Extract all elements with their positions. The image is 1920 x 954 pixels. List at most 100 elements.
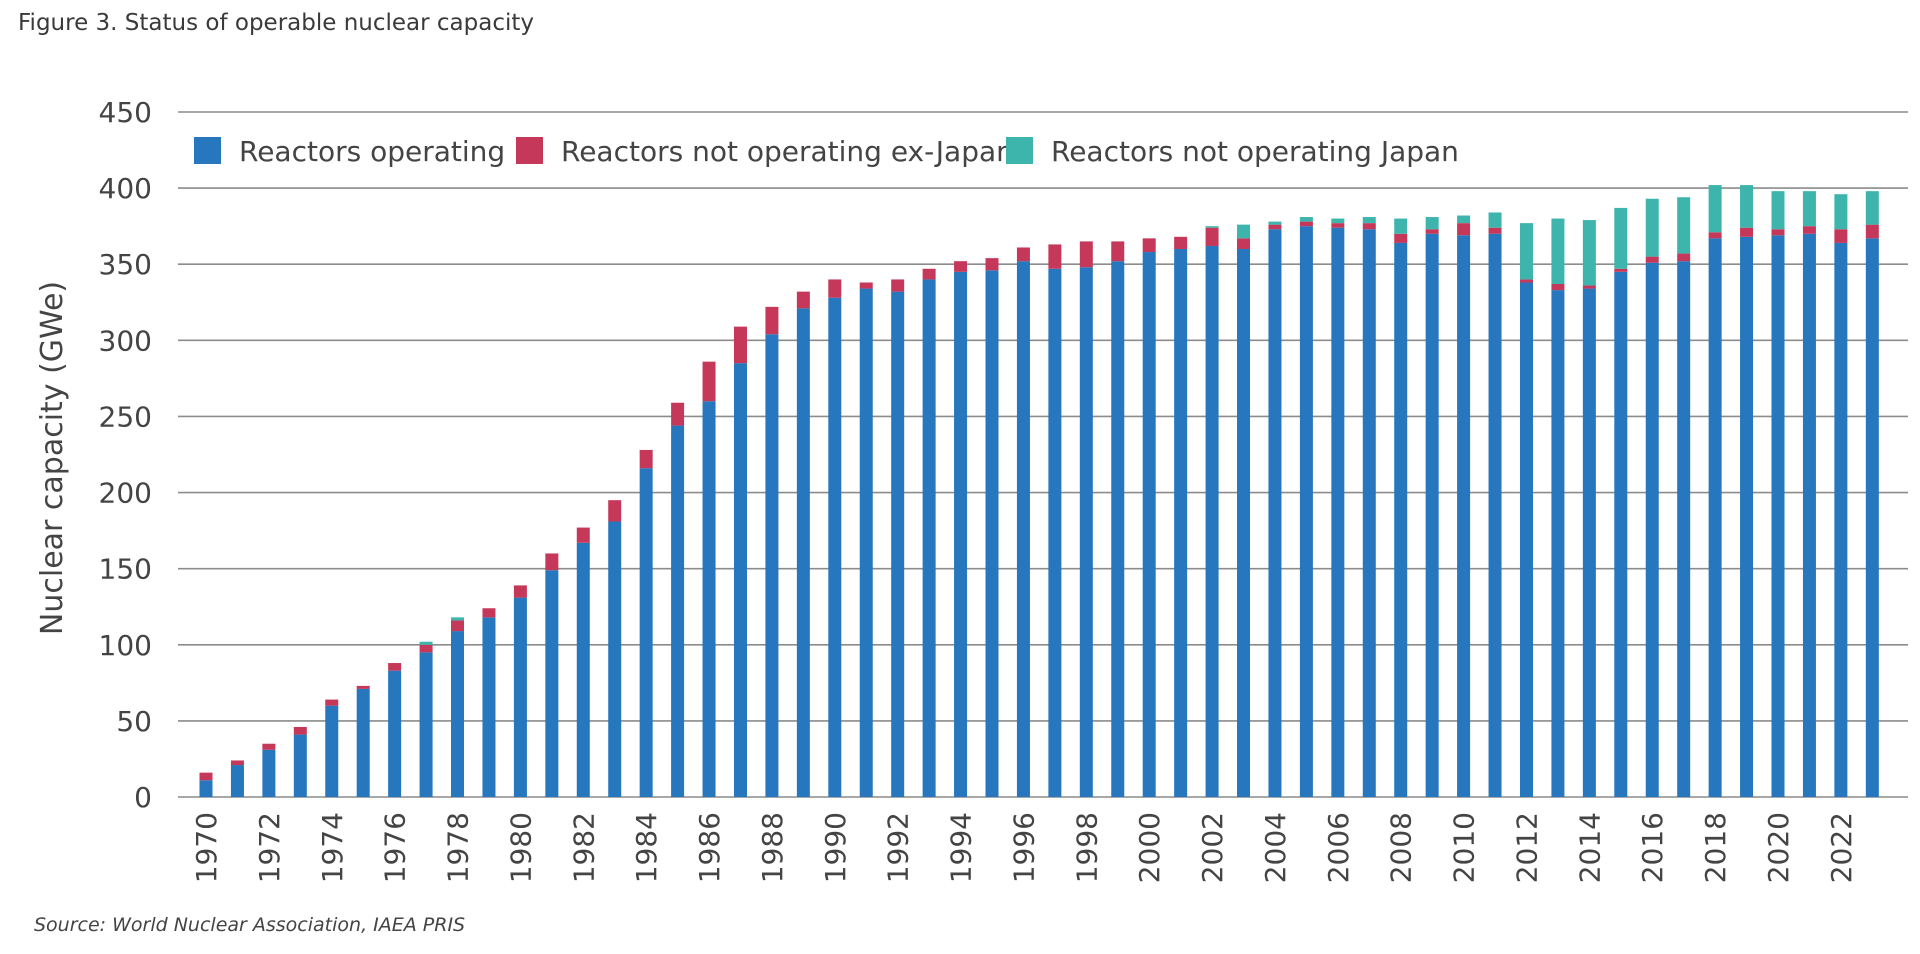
bar-2023-series-2 <box>1865 224 1879 239</box>
bar-2023-series-3 <box>1865 191 1879 225</box>
bar-1993-series-1 <box>922 279 936 797</box>
bar-1978-series-2 <box>451 620 465 632</box>
x-tick-label: 1976 <box>379 812 412 883</box>
bar-2020-series-1 <box>1771 235 1785 798</box>
y-tick-label: 50 <box>116 705 152 738</box>
bar-1972-series-1 <box>262 749 276 797</box>
bar-2016-series-3 <box>1645 198 1659 257</box>
x-tick-label: 1988 <box>756 812 789 883</box>
legend-swatch-1 <box>194 137 221 164</box>
bar-1995-series-2 <box>985 258 999 271</box>
bar-2011-series-2 <box>1488 227 1502 234</box>
bar-1993-series-2 <box>922 268 936 280</box>
bar-2016-series-1 <box>1645 262 1659 797</box>
bar-2005-series-1 <box>1299 226 1313 797</box>
bar-1972-series-2 <box>262 743 276 750</box>
bar-2009-series-1 <box>1425 233 1439 797</box>
legend-swatch-3 <box>1006 137 1033 164</box>
bar-1984-series-1 <box>639 468 653 797</box>
bar-2005-series-3 <box>1299 217 1313 222</box>
x-tick-label: 2006 <box>1322 812 1355 883</box>
bar-2008-series-1 <box>1394 242 1408 797</box>
y-axis-label: Nuclear capacity (GWe) <box>35 281 70 635</box>
bar-2013-series-3 <box>1551 218 1565 285</box>
bar-2019-series-3 <box>1740 185 1754 228</box>
bar-2013-series-2 <box>1551 284 1565 291</box>
bar-2022-series-2 <box>1834 229 1848 243</box>
x-tick-label: 1996 <box>1007 812 1040 883</box>
bar-2015-series-3 <box>1614 207 1628 269</box>
x-tick-label: 1978 <box>442 812 475 883</box>
bar-1974-series-1 <box>325 705 339 797</box>
bar-1978-series-3 <box>451 617 465 621</box>
bar-2007-series-2 <box>1362 223 1376 230</box>
bar-1992-series-2 <box>891 279 905 292</box>
bar-1976-series-2 <box>388 663 402 671</box>
x-tick-label: 2010 <box>1448 812 1481 883</box>
x-tick-label: 2008 <box>1385 812 1418 883</box>
bar-2003-series-3 <box>1237 224 1251 239</box>
bar-1990-series-1 <box>828 297 842 797</box>
x-tick-label: 1982 <box>567 812 600 883</box>
y-tick-label: 0 <box>134 781 152 814</box>
source-note: Source: World Nuclear Association, IAEA … <box>34 914 466 936</box>
bar-1978-series-1 <box>451 631 465 797</box>
bar-2019-series-1 <box>1740 236 1754 798</box>
bar-2023-series-1 <box>1865 238 1879 797</box>
bar-1977-series-1 <box>419 652 433 797</box>
bar-1973-series-1 <box>293 734 307 797</box>
x-tick-label: 1980 <box>504 812 537 883</box>
bar-1970-series-1 <box>199 780 213 797</box>
bar-2021-series-2 <box>1802 226 1816 234</box>
x-tick-label: 1994 <box>945 812 978 883</box>
legend: Reactors operating Reactors not operating… <box>194 135 1459 168</box>
bar-1998-series-1 <box>1079 267 1093 797</box>
bar-1977-series-2 <box>419 644 433 653</box>
bar-1977-series-3 <box>419 641 433 645</box>
x-tick-label: 2014 <box>1573 812 1606 883</box>
x-tick-label: 2000 <box>1133 812 1166 883</box>
x-tick-label: 1970 <box>190 812 223 883</box>
bar-1981-series-2 <box>545 553 559 571</box>
y-tick-label: 400 <box>99 172 152 205</box>
bar-1975-series-2 <box>356 685 370 689</box>
bars <box>199 185 1879 798</box>
bar-2017-series-2 <box>1677 253 1691 262</box>
bar-1996-series-2 <box>1016 247 1030 262</box>
bar-1983-series-2 <box>608 500 622 522</box>
bar-2011-series-1 <box>1488 233 1502 797</box>
bar-2012-series-2 <box>1519 279 1533 283</box>
y-tick-label: 250 <box>99 400 152 433</box>
y-tick-label: 300 <box>99 324 152 357</box>
bar-1981-series-1 <box>545 570 559 797</box>
bar-2018-series-3 <box>1708 185 1722 233</box>
bar-2001-series-2 <box>1174 236 1188 249</box>
bar-2006-series-1 <box>1331 227 1345 797</box>
x-tick-label: 1986 <box>693 812 726 883</box>
x-tick-label: 1972 <box>253 812 286 883</box>
bar-1987-series-2 <box>733 326 747 364</box>
x-tick-label: 2012 <box>1510 812 1543 883</box>
bar-2020-series-3 <box>1771 191 1785 230</box>
bar-2014-series-1 <box>1582 288 1596 797</box>
bar-2007-series-1 <box>1362 229 1376 797</box>
bar-2017-series-1 <box>1677 261 1691 798</box>
bar-2014-series-3 <box>1582 220 1596 286</box>
bar-1974-series-2 <box>325 699 339 706</box>
bar-2004-series-2 <box>1268 224 1282 230</box>
x-tick-label: 2020 <box>1762 812 1795 883</box>
bar-1987-series-1 <box>733 363 747 797</box>
bar-2015-series-2 <box>1614 268 1628 272</box>
x-tick-label: 2002 <box>1196 812 1229 883</box>
bar-2001-series-1 <box>1174 249 1188 797</box>
bar-1988-series-2 <box>765 306 779 335</box>
bar-2021-series-3 <box>1802 191 1816 227</box>
bar-2003-series-1 <box>1237 249 1251 797</box>
bar-2017-series-3 <box>1677 197 1691 254</box>
bar-2010-series-2 <box>1457 223 1471 236</box>
bar-2020-series-2 <box>1771 229 1785 236</box>
bar-1996-series-1 <box>1016 261 1030 798</box>
bar-2006-series-3 <box>1331 218 1345 224</box>
bar-2021-series-1 <box>1802 233 1816 797</box>
